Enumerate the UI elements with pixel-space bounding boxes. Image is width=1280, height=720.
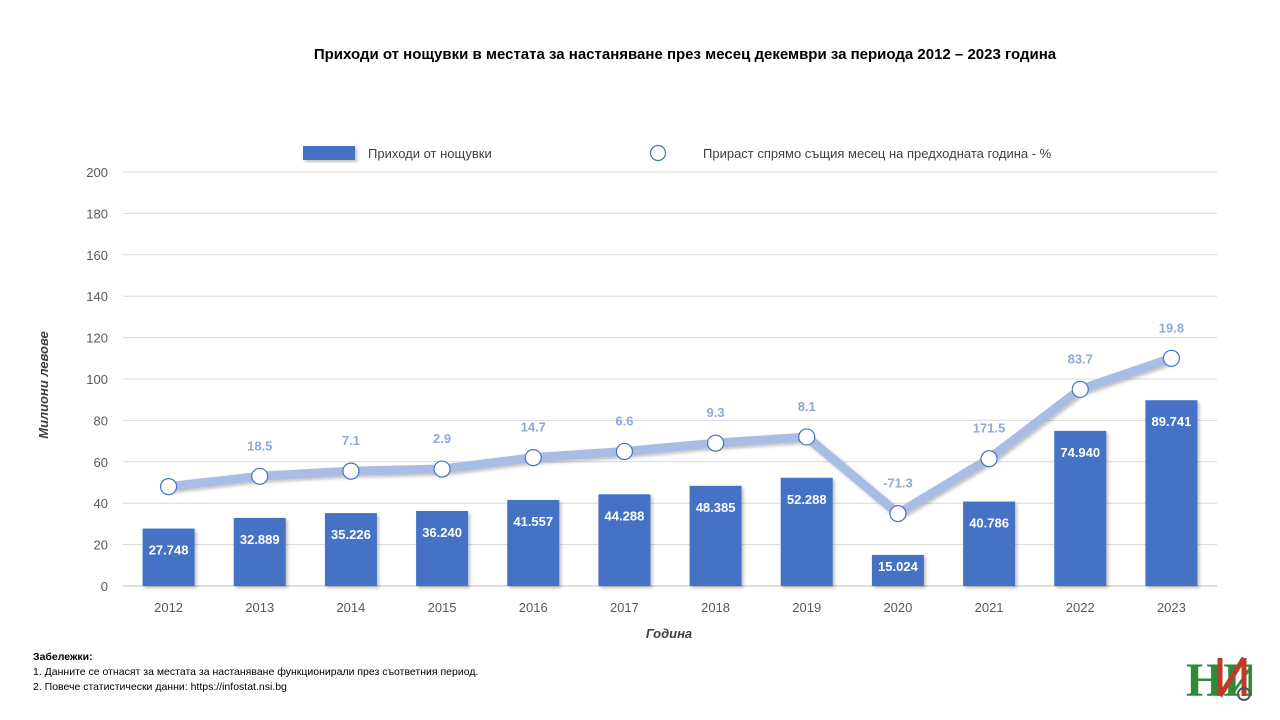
logo-circle — [1237, 687, 1251, 701]
bar — [142, 528, 195, 586]
line-point — [889, 504, 907, 523]
line-data-label: 83.7 — [1068, 351, 1093, 366]
y-tick-label: 0 — [101, 579, 108, 594]
line-point — [798, 428, 816, 446]
y-tick-label: 60 — [94, 455, 108, 470]
bar — [689, 485, 742, 586]
bar-data-label: 52.288 — [787, 492, 827, 507]
legend-swatch-bar — [303, 146, 355, 160]
bar-data-label: 40.786 — [969, 516, 1009, 531]
x-axis-ticks: 2012 2013 2014 2015 2016 2017 2018 2019 2020 2021… — [154, 600, 1186, 615]
line-point — [251, 467, 269, 485]
line-point — [342, 462, 360, 480]
notes: Забележки: 1. Данните се отнасят за мест… — [33, 650, 478, 695]
notes-title: Забележки: — [33, 651, 93, 663]
line-series: 18.5 7.1 2.9 14.7 6.6 9.3 8.1 -71.3 171.5 83.7 19.… — [159, 320, 1184, 523]
note-item-1: 1. Данните се отнасят за местата за наст… — [33, 666, 479, 678]
legend-swatch-point — [649, 144, 667, 162]
x-tick-label: 2019 — [792, 600, 821, 615]
x-tick-label: 2020 — [883, 600, 912, 615]
bar — [598, 494, 651, 586]
x-tick-label: 2017 — [610, 600, 639, 615]
line-data-label: 9.3 — [707, 405, 725, 420]
logo-letter-i — [1217, 656, 1247, 698]
bar-data-label: 15.024 — [878, 559, 919, 574]
y-tick-label: 200 — [86, 165, 108, 180]
bar — [780, 477, 833, 586]
line-data-label: 14.7 — [521, 420, 546, 435]
line-data-label: 18.5 — [247, 438, 272, 453]
line-point — [1162, 349, 1181, 367]
x-tick-label: 2021 — [975, 600, 1004, 615]
y-tick-label: 140 — [86, 289, 108, 304]
bar — [1145, 400, 1198, 586]
line-data-label: 171.5 — [973, 421, 1006, 436]
x-tick-label: 2016 — [519, 600, 548, 615]
bar-data-label: 44.288 — [605, 508, 645, 523]
x-tick-label: 2018 — [701, 600, 730, 615]
chart-title: Приходи от нощувки в местата за настаняв… — [313, 46, 1057, 63]
y-tick-label: 160 — [86, 248, 108, 263]
x-tick-label: 2023 — [1157, 600, 1186, 615]
y-axis-ticks: 0 20 40 60 80 100 120 140 160 180 200 — [86, 165, 108, 594]
line-data-label: 2.9 — [433, 431, 451, 446]
bar-data-label: 89.741 — [1152, 414, 1192, 429]
line-data-label: 19.8 — [1159, 320, 1184, 335]
gridlines — [123, 171, 1217, 587]
x-tick-label: 2012 — [154, 600, 183, 615]
bar-series: 27.748 32.889 35.226 36.240 41.557 44.288 48.3… — [142, 400, 1198, 586]
bar-data-label: 35.226 — [331, 527, 371, 542]
bar-data-label: 48.385 — [696, 500, 736, 515]
line-point — [1071, 380, 1089, 398]
bar — [233, 517, 286, 586]
y-tick-label: 180 — [86, 206, 108, 221]
growth-line — [164, 353, 1176, 519]
line-point — [433, 460, 451, 478]
y-tick-label: 100 — [86, 372, 108, 387]
line-point — [524, 449, 542, 467]
nsi-logo: НИ — [1186, 654, 1252, 702]
line-data-label: 6.6 — [615, 413, 633, 428]
y-tick-label: 80 — [94, 413, 108, 428]
line-data-label: 8.1 — [798, 399, 816, 414]
line-data-label: -71.3 — [883, 476, 913, 491]
bar — [416, 510, 469, 586]
note-item-2: 2. Повече статистически данни: https://i… — [33, 681, 287, 693]
legend-label-bar: Приходи от нощувки — [368, 146, 492, 161]
bar-data-label: 32.889 — [240, 532, 280, 547]
x-tick-label: 2014 — [336, 600, 365, 615]
bar — [963, 501, 1016, 586]
x-tick-label: 2013 — [245, 600, 274, 615]
line-point — [980, 450, 998, 468]
bar — [507, 499, 560, 586]
bar — [1054, 430, 1107, 586]
y-tick-label: 40 — [94, 496, 108, 511]
legend-label-line: Прираст спрямо същия месец на предходнат… — [703, 146, 1052, 161]
line-point — [615, 442, 634, 461]
legend: Приходи от нощувки Прираст спрямо същия м… — [303, 144, 1052, 162]
x-axis-label: Година — [646, 626, 692, 641]
line-data-label: 7.1 — [342, 433, 360, 448]
x-tick-label: 2022 — [1066, 600, 1095, 615]
bar-data-label: 36.240 — [422, 525, 462, 540]
y-tick-label: 20 — [94, 538, 108, 553]
bar-data-label: 41.557 — [513, 514, 553, 529]
line-point — [706, 434, 725, 452]
y-tick-label: 120 — [86, 331, 108, 346]
bar-data-label: 74.940 — [1060, 445, 1100, 460]
bar-data-label: 27.748 — [149, 543, 189, 558]
bar — [871, 554, 924, 586]
bar — [324, 513, 377, 586]
x-tick-label: 2015 — [428, 600, 457, 615]
y-axis-label: Милиони левове — [36, 331, 51, 439]
line-point — [159, 478, 178, 496]
